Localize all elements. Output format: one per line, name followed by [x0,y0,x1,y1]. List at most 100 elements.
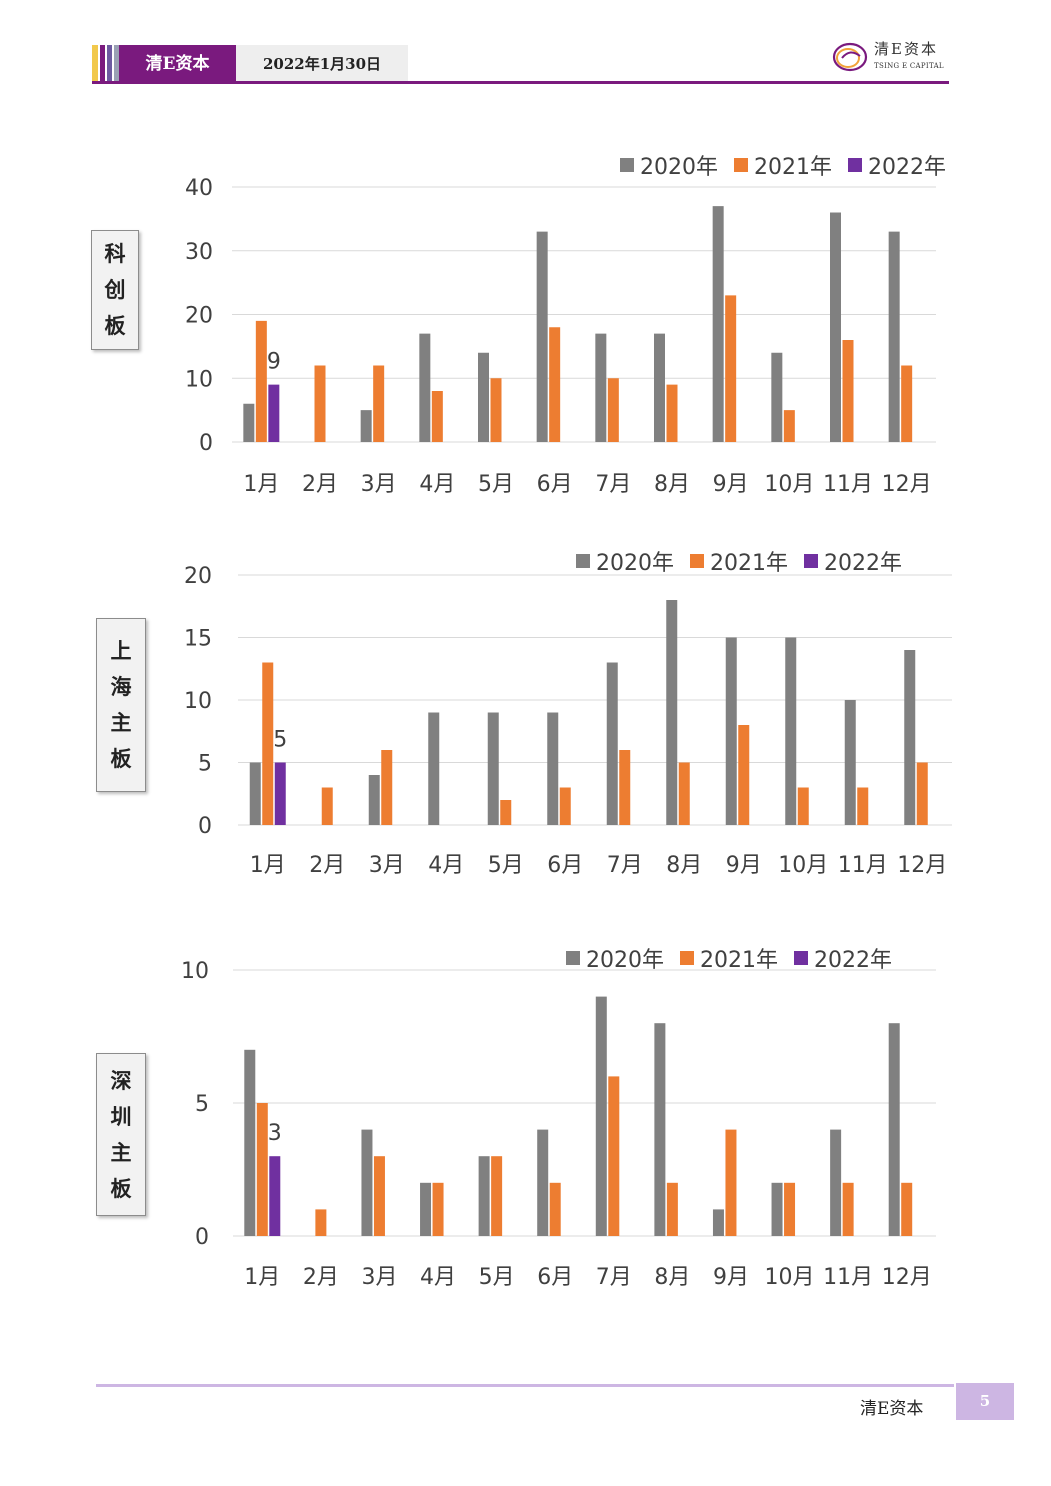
footer-rule [96,1384,954,1387]
bar-2021年 [738,725,750,825]
y-tick-label: 15 [184,627,212,652]
legend-swatch [804,554,818,568]
bar-2020年 [904,650,916,825]
bar-2021年 [608,1076,620,1236]
x-tick-label: 11月 [838,853,888,878]
bar-2020年 [420,1182,432,1236]
bar-2020年 [844,700,856,825]
y-tick-label: 0 [199,431,213,456]
bar-2020年 [888,231,900,442]
header-date: 2022年1月30日 [236,45,408,83]
legend-label: 2020年 [640,155,718,180]
bar-2021年 [857,787,869,825]
bar-2021年 [619,750,631,825]
side-label-char: 板 [104,314,126,338]
bar-2020年 [712,1209,724,1236]
x-tick-label: 8月 [654,1265,690,1290]
x-tick-label: 7月 [595,472,631,497]
bar-2020年 [243,403,255,442]
bar-2021年 [373,365,385,442]
x-tick-label: 10月 [778,853,828,878]
company-logo: 清E资本 TSING E CAPITAL [828,36,952,78]
y-tick-label: 10 [184,689,212,714]
side-label-char: 圳 [110,1104,132,1129]
legend-label: 2020年 [586,948,664,973]
bar-2021年 [607,378,619,442]
bar-2021年 [901,365,913,442]
legend-label: 2020年 [596,551,674,576]
bar-2021年 [725,295,737,442]
side-label-char: 主 [110,711,132,735]
logo-swirl-icon [832,42,868,72]
bar-2021年 [549,1182,561,1236]
legend-swatch [734,158,748,172]
side-label-char: 板 [110,1176,132,1201]
bar-2022年 [268,384,280,442]
data-label: 3 [268,1121,282,1146]
x-tick-label: 12月 [882,472,932,497]
x-tick-label: 7月 [607,853,643,878]
bar-2020年 [771,352,783,442]
bar-2021年 [321,787,333,825]
y-tick-label: 10 [181,959,209,984]
side-label-char: 深 [110,1068,132,1093]
x-tick-label: 9月 [726,853,762,878]
bar-2020年 [537,1129,549,1236]
bar-2021年 [432,1182,444,1236]
legend-swatch [620,158,634,172]
bar-2020年 [487,712,499,825]
x-tick-label: 3月 [369,853,405,878]
legend-label: 2021年 [710,551,788,576]
bar-2020年 [725,637,737,825]
bar-2021年 [666,1182,678,1236]
legend-swatch [794,951,808,965]
side-label-char: 上 [110,639,132,663]
x-tick-label: 10月 [764,472,814,497]
y-tick-label: 30 [185,240,213,265]
bar-2020年 [361,1129,373,1236]
bar-2020年 [478,1156,490,1236]
x-tick-label: 1月 [250,853,286,878]
x-tick-label: 2月 [309,853,345,878]
legend-label: 2021年 [754,155,832,180]
legend-swatch [576,554,590,568]
x-tick-label: 9月 [713,1265,749,1290]
bar-2021年 [262,662,274,825]
bar-2021年 [500,800,512,825]
legend-label: 2022年 [824,551,902,576]
bar-2020年 [888,1023,900,1236]
y-tick-label: 0 [195,1225,209,1250]
legend-swatch [680,951,694,965]
y-tick-label: 5 [198,752,212,777]
legend-label: 2022年 [814,948,892,973]
x-tick-label: 4月 [420,1265,456,1290]
x-tick-label: 5月 [479,1265,515,1290]
bar-2021年 [491,1156,503,1236]
x-tick-label: 4月 [419,472,455,497]
page-number: 5 [956,1383,1014,1420]
bar-2020年 [595,996,607,1236]
bar-2021年 [256,1103,268,1236]
bar-2020年 [712,206,724,442]
x-tick-label: 12月 [882,1265,932,1290]
bar-2021年 [490,378,502,442]
y-tick-label: 20 [185,304,213,329]
x-tick-label: 5月 [488,853,524,878]
legend-swatch [566,951,580,965]
legend-swatch [690,554,704,568]
x-tick-label: 10月 [765,1265,815,1290]
chart-1-side-label: 科 创 板 [91,230,139,350]
header-color-stripes [92,45,119,83]
x-tick-label: 7月 [596,1265,632,1290]
x-tick-label: 1月 [243,472,279,497]
bar-2020年 [428,712,440,825]
bar-2020年 [478,352,489,442]
y-tick-label: 5 [195,1092,209,1117]
footer-brand: 清E资本 [860,1399,924,1419]
bar-2021年 [842,1182,854,1236]
x-tick-label: 12月 [897,853,947,878]
legend-label: 2021年 [700,948,778,973]
x-tick-label: 4月 [428,853,464,878]
side-label-char: 创 [104,278,126,302]
